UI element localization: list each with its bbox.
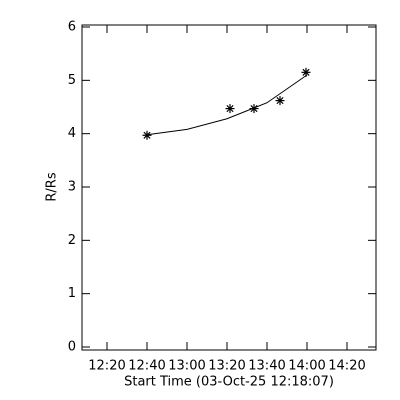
fit-curve (146, 74, 308, 136)
asterisk-stroke (226, 105, 234, 113)
asterisk-stroke (302, 68, 310, 76)
x-tick-label: 13:20 (208, 359, 245, 374)
x-tick-label: 12:20 (88, 359, 125, 374)
y-tick-label: 3 (68, 180, 76, 195)
data-point (249, 104, 259, 114)
y-tick-label: 1 (68, 286, 76, 301)
data-point (142, 130, 152, 140)
data-point (275, 96, 285, 106)
x-tick-label: 14:20 (328, 359, 365, 374)
y-tick-label: 5 (68, 73, 76, 88)
asterisk-stroke (250, 105, 258, 113)
x-tick-label: 13:40 (248, 359, 285, 374)
y-tick-label: 4 (68, 126, 76, 141)
x-axis-label: Start Time (03-Oct-25 12:18:07) (124, 375, 334, 390)
asterisk-stroke (276, 97, 284, 105)
y-tick-label: 0 (68, 340, 76, 355)
plot-frame (81, 24, 377, 351)
x-tick-label: 14:00 (288, 359, 325, 374)
y-tick-label: 6 (68, 20, 76, 35)
asterisk-stroke (143, 131, 151, 139)
data-point (301, 67, 311, 77)
data-point (225, 104, 235, 114)
y-tick-label: 2 (68, 233, 76, 248)
y-axis-label: R/Rs (45, 172, 60, 201)
x-tick-label: 13:00 (168, 359, 205, 374)
x-tick-label: 12:40 (128, 359, 165, 374)
